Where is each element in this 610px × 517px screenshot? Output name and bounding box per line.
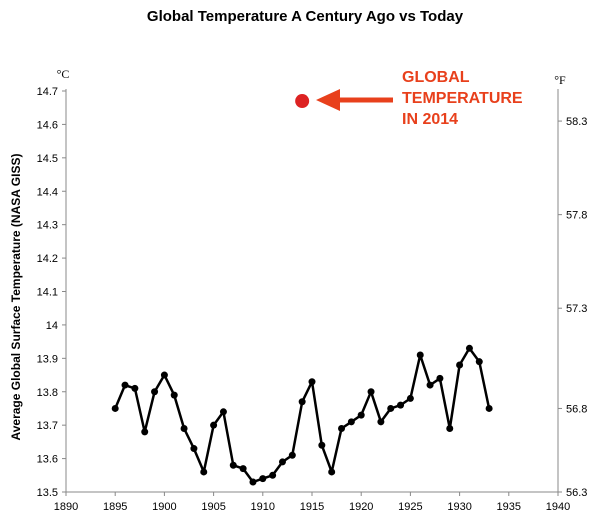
- x-ticks: 1890 1895 1900 1905 1910 1915 1920 1925 1930 1935…: [54, 492, 570, 513]
- x-tick-label: 1930: [447, 501, 471, 513]
- annotation-arrow-head: [316, 89, 340, 111]
- x-tick-label: 1925: [398, 501, 422, 513]
- chart-title: Global Temperature A Century Ago vs Toda…: [147, 8, 464, 25]
- y-tick-label-left: 14.5: [37, 153, 58, 165]
- series-line: [114, 347, 491, 484]
- data-point: [180, 425, 188, 433]
- data-point: [229, 461, 237, 469]
- data-point: [278, 458, 286, 466]
- data-point: [328, 468, 336, 476]
- data-point: [347, 418, 355, 426]
- y-ticks-left: 13.5 13.6 13.7 13.8 13.9 14 14.1 14.2 14.3 14.4 14…: [37, 86, 66, 499]
- data-point: [397, 401, 405, 409]
- data-point: [298, 398, 306, 406]
- x-tick-label: 1890: [54, 501, 78, 513]
- data-point: [456, 361, 464, 369]
- annotation-line-2: TEMPERATURE: [402, 90, 523, 107]
- y-tick-label-right: 57.8: [566, 210, 587, 222]
- x-tick-label: 1895: [103, 501, 127, 513]
- data-point: [190, 445, 198, 453]
- x-tick-label: 1940: [546, 501, 570, 513]
- data-point: [131, 384, 139, 392]
- data-point: [269, 471, 277, 479]
- annotation-line-3: IN 2014: [402, 111, 458, 128]
- data-point: [141, 428, 149, 436]
- y-tick-label-right: 57.3: [566, 303, 587, 315]
- y-tick-label-left: 13.5: [37, 487, 58, 499]
- axes: [65, 89, 559, 493]
- data-point: [485, 404, 493, 412]
- data-point: [111, 404, 119, 412]
- data-point: [219, 408, 227, 416]
- x-tick-label: 1915: [300, 501, 324, 513]
- annotation-group: GLOBAL TEMPERATURE IN 2014: [316, 69, 523, 128]
- data-point: [465, 344, 473, 352]
- y-tick-label-right: 58.3: [566, 116, 587, 128]
- data-point: [367, 388, 375, 396]
- y-tick-label-left: 14.4: [37, 186, 58, 198]
- x-tick-label: 1900: [152, 501, 176, 513]
- data-point: [318, 441, 326, 449]
- data-point: [426, 381, 434, 389]
- x-tick-label: 1935: [497, 501, 521, 513]
- x-tick-label: 1910: [251, 501, 275, 513]
- y-tick-label-left: 14.7: [37, 86, 58, 98]
- x-tick-label: 1920: [349, 501, 373, 513]
- y-ticks-right: 56.3 56.8 57.3 57.8 58.3: [558, 116, 587, 499]
- data-point: [416, 351, 424, 359]
- data-point: [406, 394, 414, 402]
- data-point: [249, 478, 257, 486]
- annotation-line-1: GLOBAL: [402, 69, 470, 86]
- data-point: [200, 468, 208, 476]
- data-point: [239, 465, 247, 473]
- y-axis-label: Average Global Surface Temperature (NASA…: [9, 154, 23, 441]
- data-point: [121, 381, 129, 389]
- data-point: [387, 404, 395, 412]
- y-tick-label-left: 14: [46, 320, 58, 332]
- y-tick-label-left: 13.9: [37, 353, 58, 365]
- fahrenheit-unit-label: °F: [554, 73, 566, 87]
- data-point: [288, 451, 296, 459]
- data-point: [210, 421, 218, 429]
- data-point: [259, 475, 267, 483]
- y-tick-label-left: 14.3: [37, 220, 58, 232]
- data-point: [475, 358, 483, 366]
- data-point: [377, 418, 385, 426]
- data-point: [338, 425, 346, 433]
- y-tick-label-right: 56.8: [566, 403, 587, 415]
- data-point: [170, 391, 178, 399]
- data-point: [308, 378, 316, 386]
- y-tick-label-left: 14.6: [37, 119, 58, 131]
- data-point: [446, 425, 454, 433]
- data-point: [436, 374, 444, 382]
- highlight-group: [295, 94, 310, 109]
- data-point: [160, 371, 168, 379]
- highlight-point-2014: [295, 94, 310, 109]
- series-group: [111, 344, 493, 486]
- y-tick-label-left: 13.7: [37, 420, 58, 432]
- y-tick-label-left: 14.2: [37, 253, 58, 265]
- x-tick-label: 1905: [201, 501, 225, 513]
- celsius-unit-label: °C: [57, 67, 70, 81]
- y-tick-label-right: 56.3: [566, 487, 587, 499]
- y-tick-label-left: 13.6: [37, 454, 58, 466]
- y-tick-label-left: 14.1: [37, 287, 58, 299]
- data-point: [151, 388, 159, 396]
- y-tick-label-left: 13.8: [37, 387, 58, 399]
- data-point: [357, 411, 365, 419]
